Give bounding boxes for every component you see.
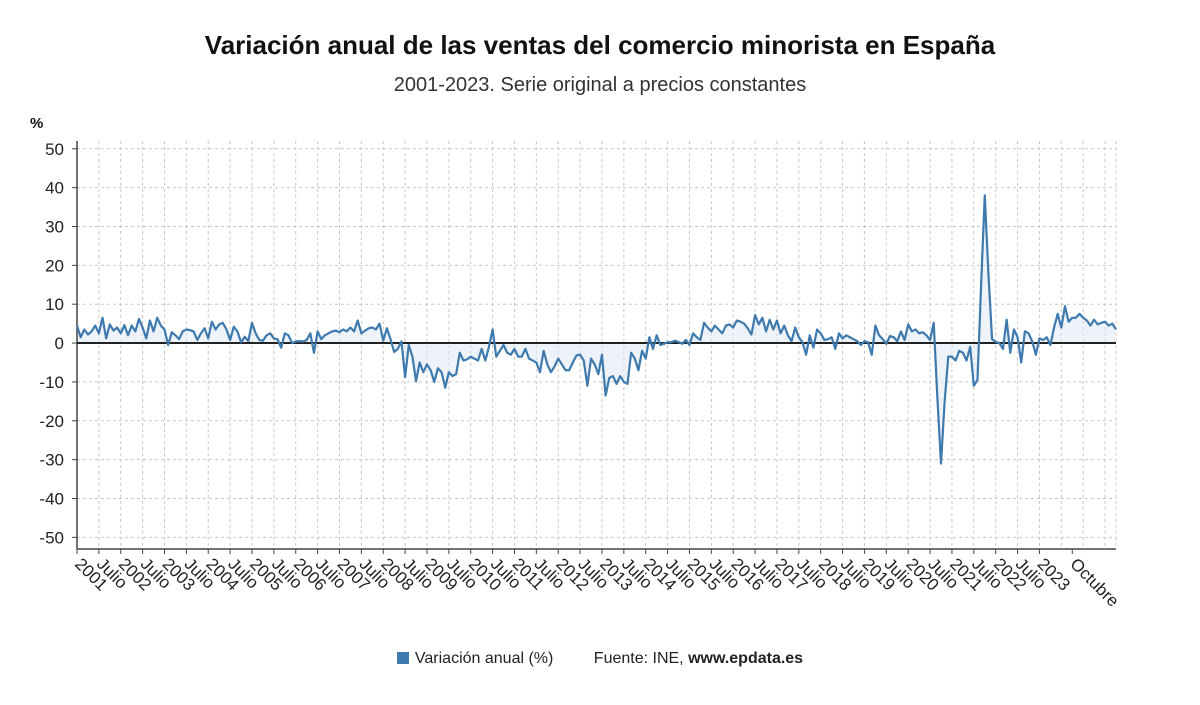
y-tick-label: 0 <box>55 334 64 353</box>
series-area <box>77 195 1116 464</box>
y-tick-label: -50 <box>39 528 64 547</box>
series-line <box>75 194 1117 465</box>
series-area-fill <box>77 195 1116 464</box>
source-label: Fuente: INE, <box>593 650 684 667</box>
y-tick-label: -30 <box>39 451 64 470</box>
y-tick-label: -40 <box>39 489 64 508</box>
x-tick-label: Octubre <box>1066 554 1122 610</box>
y-axis-ticks: 50 40 30 20 10 0 -10 -20 -30 -40 -50 <box>39 140 64 548</box>
y-tick-label: -20 <box>39 412 64 431</box>
chart-legend: Variación anual (%) Fuente: INE, www.epd… <box>0 650 1200 668</box>
y-tick-label: 30 <box>45 217 64 236</box>
y-tick-label: 20 <box>45 256 64 275</box>
chart-subtitle: 2001-2023. Serie original a precios cons… <box>393 74 807 96</box>
y-axis-unit-label: % <box>30 115 43 132</box>
series-line-path <box>75 194 1117 465</box>
y-tick-label: -10 <box>39 373 64 392</box>
y-tick-label: 10 <box>45 295 64 314</box>
line-chart: 50 40 30 20 10 0 -10 -20 -30 -40 -50 2001Julio2002… <box>30 115 1123 611</box>
legend-swatch <box>396 652 409 664</box>
x-axis-ticks: 2001Julio2002Julio2003Julio2004Julio2005… <box>71 549 1123 611</box>
chart-title: Variación anual de las ventas del comerc… <box>204 30 996 60</box>
chart-axes <box>72 141 1116 550</box>
y-tick-label: 50 <box>45 140 64 159</box>
y-tick-label: 40 <box>45 179 64 198</box>
source-site: www.epdata.es <box>688 650 804 667</box>
legend-series-label: Variación anual (%) <box>414 650 554 667</box>
